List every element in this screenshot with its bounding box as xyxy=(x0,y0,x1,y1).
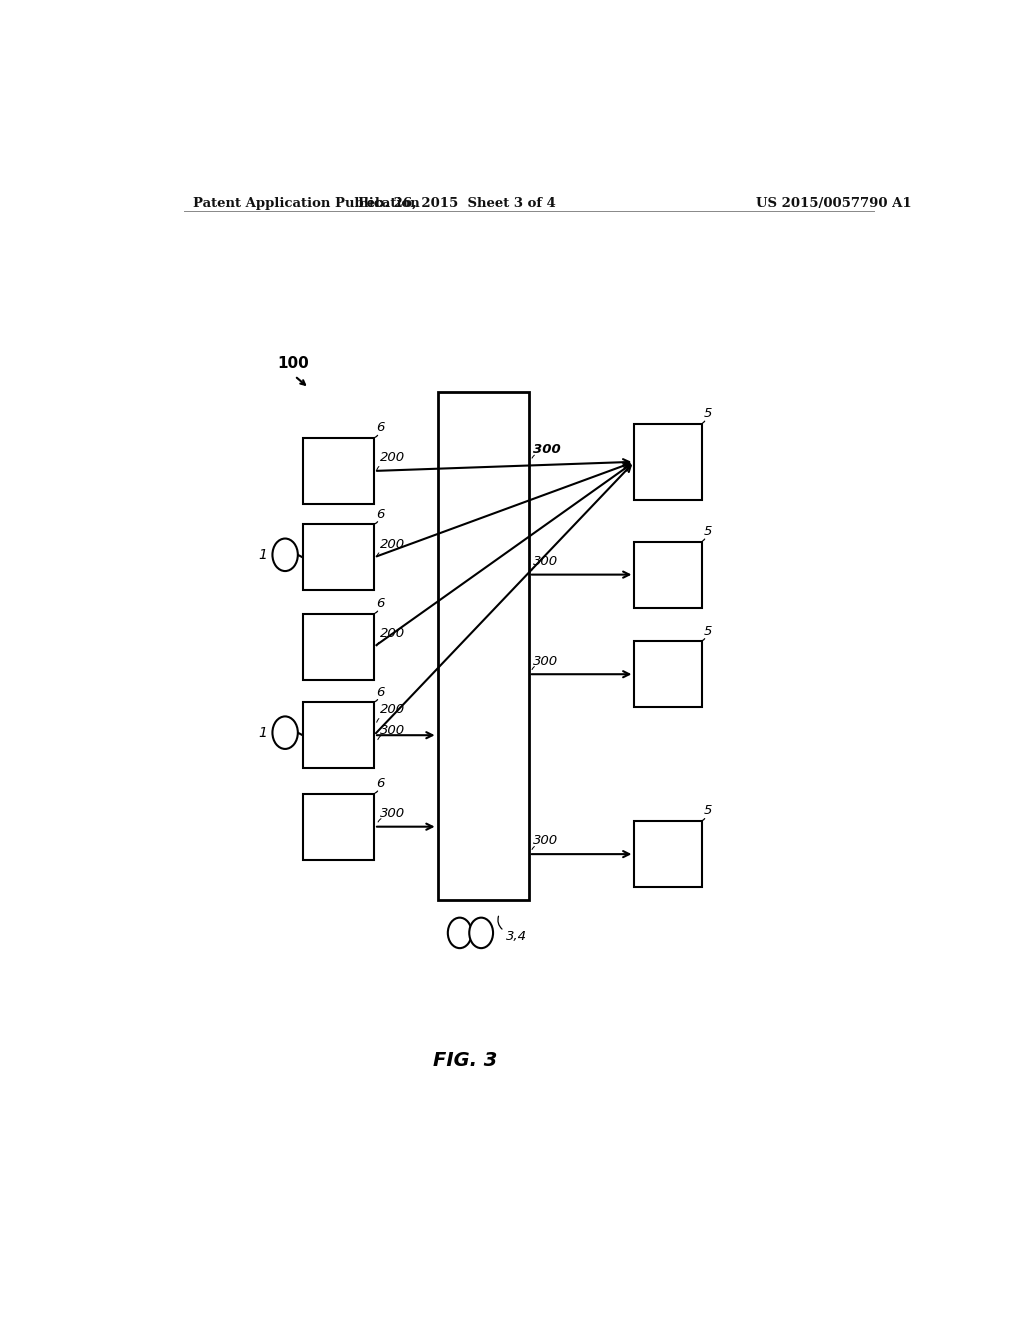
Bar xyxy=(303,438,374,504)
Text: 5: 5 xyxy=(705,525,713,539)
Text: 1: 1 xyxy=(258,726,267,739)
Text: 200: 200 xyxy=(380,451,406,465)
Bar xyxy=(634,642,701,708)
Bar xyxy=(303,793,374,859)
Text: 200: 200 xyxy=(380,704,406,717)
Text: 6: 6 xyxy=(377,597,385,610)
Circle shape xyxy=(272,717,298,748)
Text: 6: 6 xyxy=(377,421,385,434)
Text: 5: 5 xyxy=(705,804,713,817)
Circle shape xyxy=(447,917,472,948)
Text: 300: 300 xyxy=(380,723,406,737)
Text: US 2015/0057790 A1: US 2015/0057790 A1 xyxy=(757,197,912,210)
Text: 300: 300 xyxy=(380,807,406,820)
Text: 300: 300 xyxy=(532,655,558,668)
Circle shape xyxy=(272,539,298,572)
Bar xyxy=(437,392,528,900)
Text: 5: 5 xyxy=(705,624,713,638)
Text: 6: 6 xyxy=(377,508,385,520)
Text: 300: 300 xyxy=(532,554,558,568)
Text: Feb. 26, 2015  Sheet 3 of 4: Feb. 26, 2015 Sheet 3 of 4 xyxy=(358,197,556,210)
Text: FIG. 3: FIG. 3 xyxy=(433,1052,498,1071)
Text: 100: 100 xyxy=(278,356,309,371)
Bar xyxy=(303,524,374,590)
Circle shape xyxy=(469,917,494,948)
Bar xyxy=(634,424,701,500)
Bar xyxy=(303,614,374,680)
Bar xyxy=(303,702,374,768)
Text: 3,4: 3,4 xyxy=(506,931,526,944)
Bar xyxy=(634,541,701,607)
Text: 200: 200 xyxy=(380,627,406,640)
Text: 300: 300 xyxy=(532,834,558,847)
Text: 5: 5 xyxy=(705,407,713,420)
Bar xyxy=(634,821,701,887)
Text: 200: 200 xyxy=(380,537,406,550)
Text: 6: 6 xyxy=(377,685,385,698)
Text: 6: 6 xyxy=(377,777,385,789)
Text: Patent Application Publication: Patent Application Publication xyxy=(194,197,420,210)
Text: 300: 300 xyxy=(532,444,560,457)
Text: 1: 1 xyxy=(258,548,267,562)
